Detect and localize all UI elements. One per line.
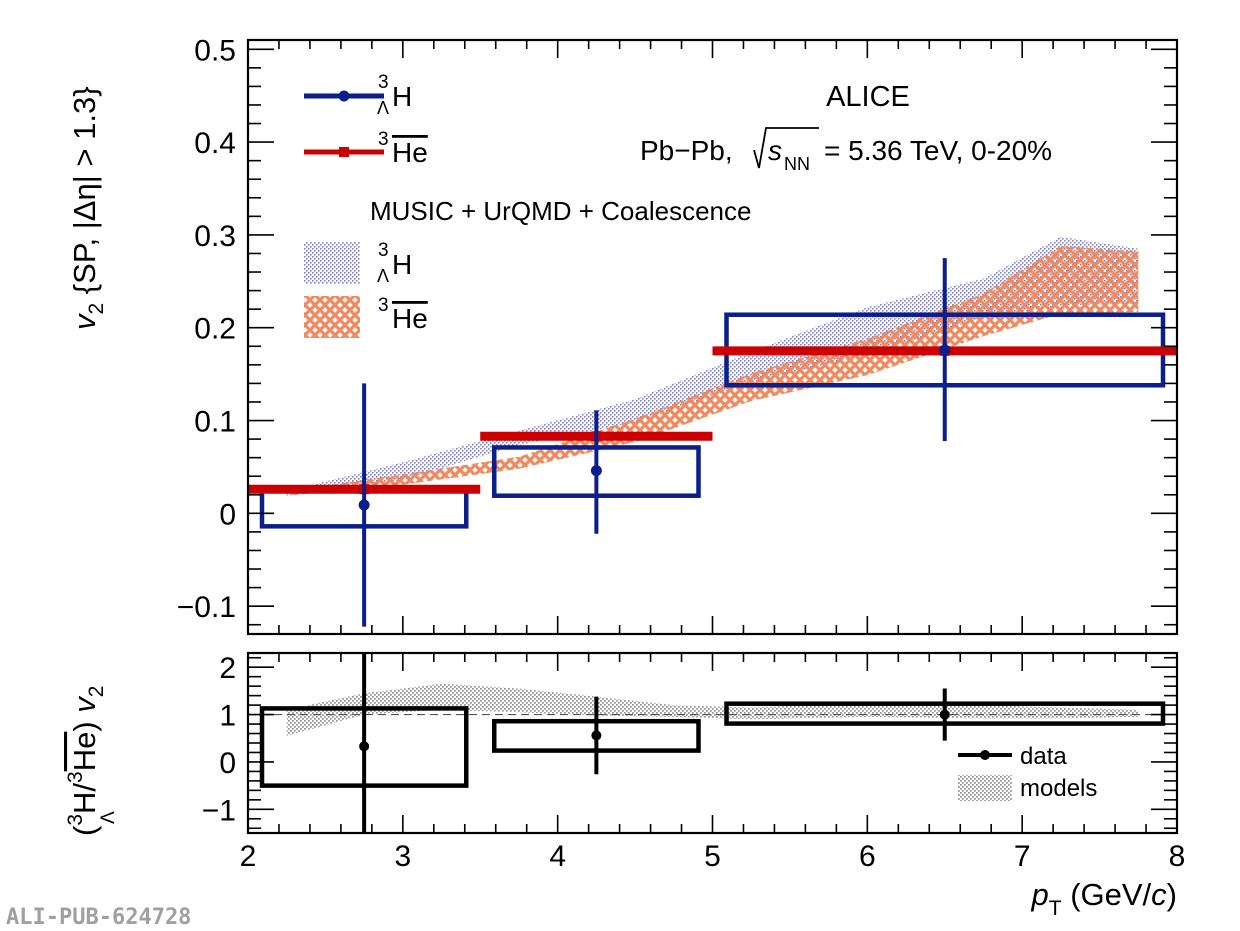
hypertriton-marker <box>939 344 951 356</box>
legend-models: models <box>958 775 1097 802</box>
energy-label: = 5.36 TeV, 0-20% <box>824 135 1052 166</box>
ratio-marker <box>591 730 602 741</box>
top-y-tick-label: 0 <box>219 498 236 531</box>
bottom-y-tick-label: 2 <box>219 652 236 685</box>
experiment-label: ALICE <box>826 81 910 113</box>
top-y-tick-label: 0.5 <box>194 34 236 67</box>
data-marks <box>248 258 1177 627</box>
x-tick-label: 2 <box>240 840 257 873</box>
x-tick-label: 3 <box>394 840 411 873</box>
legend-model-hypertriton-swatch <box>304 242 360 284</box>
svg-text:pT (GeV/c): pT (GeV/c) <box>1031 877 1178 920</box>
top-y-tick-label: 0.3 <box>194 220 236 253</box>
model-band-antihelium <box>286 246 1139 496</box>
hypertriton-marker <box>590 465 602 477</box>
x-tick-labels: 2 3 4 5 6 7 8 <box>240 840 1186 873</box>
bottom-y-tick-label: −1 <box>202 794 236 827</box>
ratio-marker <box>359 741 370 752</box>
svg-text:v2 {SP, |Δη| > 1.3}: v2 {SP, |Δη| > 1.3} <box>67 86 108 330</box>
y-axis-title-top: v2 {SP, |Δη| > 1.3} <box>67 86 108 330</box>
x-tick-label: 5 <box>704 840 721 873</box>
collision-label: Pb−Pb, <box>640 135 733 166</box>
legend-lambda: Λ <box>377 266 389 286</box>
ratio-data-marks <box>359 653 950 833</box>
svg-text:(3H/3He) v2: (3H/3He) v2 <box>64 686 108 836</box>
legend-model-antihelium-swatch <box>304 296 360 338</box>
svg-text:Λ: Λ <box>98 811 119 824</box>
model-bands <box>286 236 1139 496</box>
legend-mass-number: 3 <box>378 240 389 261</box>
legend-antihelium-marker <box>339 147 349 157</box>
x-tick-label: 8 <box>1169 840 1186 873</box>
ratio-model-band-area <box>286 683 1139 736</box>
legend-mass-number: 3 <box>378 295 389 316</box>
main-panel: −0.1 0 0.1 0.2 0.3 0.4 0.5 <box>177 34 1179 636</box>
y-axis-title-bottom: (3H/3He) v2 Λ <box>64 686 119 836</box>
legend-models-label: models <box>1020 775 1097 802</box>
top-y-tick-label: 0.1 <box>194 406 236 439</box>
top-y-tick-label: 0.4 <box>194 127 236 160</box>
legend-models-swatch <box>958 775 1012 801</box>
bottom-y-tick-label: 1 <box>219 700 236 733</box>
ratio-panel: −1 0 1 2 2 3 4 5 6 7 8 <box>202 651 1186 873</box>
ratio-marker <box>939 709 950 720</box>
nn-subscript: NN <box>784 154 810 174</box>
legend-model-antihelium: 3 He <box>304 295 428 338</box>
x-axis-title: pT (GeV/c) <box>1031 877 1178 920</box>
bottom-ticks <box>247 653 1178 833</box>
model-band-hypertriton <box>286 236 1139 496</box>
x-tick-label: 4 <box>549 840 566 873</box>
legend-mass-number: 3 <box>378 72 389 93</box>
legend-hypertriton: 3 Λ H <box>304 72 412 118</box>
top-y-tick-labels: −0.1 0 0.1 0.2 0.3 0.4 0.5 <box>177 34 236 624</box>
legend-model-hypertriton-label: H <box>392 249 412 280</box>
legend-antihelium: 3 He <box>304 129 428 168</box>
hypertriton-marker <box>358 499 370 511</box>
legend-model-hypertriton: 3 Λ H <box>304 240 412 286</box>
legend-data-label: data <box>1020 743 1067 770</box>
legend-lambda: Λ <box>377 98 389 118</box>
sqrt-s: s <box>768 135 782 166</box>
legend-data: data <box>958 743 1067 770</box>
bottom-y-tick-label: 0 <box>219 747 236 780</box>
legend-antihelium-label: He <box>392 137 428 168</box>
legend-hypertriton-marker <box>338 90 350 102</box>
model-title: MUSIC + UrQMD + Coalescence <box>370 196 751 226</box>
sqrt-sign <box>753 127 819 169</box>
top-y-tick-label: −0.1 <box>177 591 236 624</box>
bottom-y-tick-labels: −1 0 1 2 <box>202 652 236 827</box>
watermark: ALI-PUB-624728 <box>6 905 191 930</box>
legend-model-antihelium-label: He <box>392 303 428 334</box>
legend-mass-number: 3 <box>378 129 389 150</box>
top-y-tick-label: 0.2 <box>194 313 236 346</box>
ratio-model-band <box>286 683 1139 736</box>
legend-data-marker <box>980 750 990 760</box>
collision-system-label: Pb−Pb, s NN = 5.36 TeV, 0-20% <box>640 127 1052 174</box>
x-tick-label: 7 <box>1014 840 1031 873</box>
x-tick-label: 6 <box>859 840 876 873</box>
top-ticks <box>247 40 1178 634</box>
legend-hypertriton-label: H <box>392 81 412 112</box>
